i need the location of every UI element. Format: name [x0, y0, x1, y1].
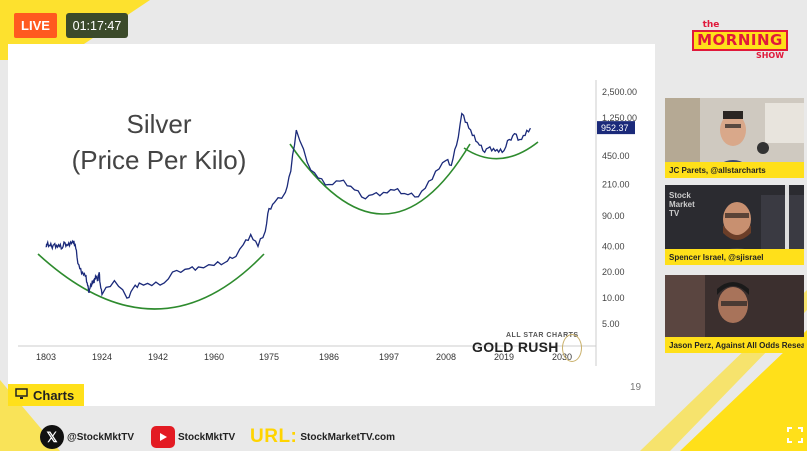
rounding-bottom-arc-2 [289, 143, 471, 215]
x-handle-text: @StockMktTV [67, 431, 134, 443]
x-tick-label: 1942 [148, 352, 168, 362]
chart-title-line1: Silver [126, 109, 192, 139]
x-tick-label: 2030 [552, 352, 572, 362]
silver-price-chart: 2,500.00 1,250.00 450.00 210.00 90.00 40.00 20… [18, 80, 637, 366]
slide-page-number: 19 [630, 382, 642, 393]
gold-rush-watermark: ALL STAR CHARTS GOLD RUSH [472, 332, 582, 374]
last-price-badge [597, 121, 635, 135]
url-label: URL: [250, 426, 298, 447]
participant-feed-3[interactable]: Jason Perz, Against All Odds Research [665, 275, 804, 353]
y-tick-label: 2,500.00 [602, 87, 637, 97]
charts-monitor-icon [15, 387, 28, 403]
participant-name-2: Spencer Israel, @sjisrael [665, 249, 804, 265]
fullscreen-icon[interactable] [787, 427, 803, 443]
watermark-small-text: ALL STAR CHARTS [506, 332, 579, 339]
x-tick-label: 1997 [379, 352, 399, 362]
x-logo-icon: 𝕏 [40, 425, 64, 449]
x-tick-label: 1803 [36, 352, 56, 362]
chart-title-line2: (Price Per Kilo) [71, 145, 247, 175]
footer-x-handle[interactable]: 𝕏 @StockMktTV [40, 424, 134, 450]
x-tick-label: 2019 [494, 352, 514, 362]
participant-feed-2[interactable]: Stock Market TV Spencer Israel, @sjisrae… [665, 185, 804, 265]
charts-tab[interactable]: Charts [8, 384, 84, 406]
y-tick-label: 40.00 [602, 241, 625, 251]
x-tick-label: 1975 [259, 352, 279, 362]
y-tick-label: 1,250.00 [602, 113, 637, 123]
y-tick-label: 20.00 [602, 267, 625, 277]
charts-tab-label: Charts [33, 387, 75, 403]
gold-rush-badge-icon [562, 334, 582, 362]
y-tick-label: 450.00 [602, 151, 630, 161]
y-tick-label: 210.00 [602, 179, 630, 189]
y-tick-label: 5.00 [602, 319, 620, 329]
silver-price-line [45, 112, 531, 299]
participant-2-backdrop-text: Stock Market TV [669, 191, 695, 218]
live-badge: LIVE [14, 13, 57, 38]
logo-morning: MORNING [692, 30, 788, 51]
url-text: StockMarketTV.com [300, 431, 396, 443]
x-tick-label: 1960 [204, 352, 224, 362]
youtube-icon [151, 426, 175, 448]
presentation-slide: 2,500.00 1,250.00 450.00 210.00 90.00 40.00 20… [8, 44, 655, 406]
last-price-label: 952.37 [601, 123, 629, 133]
participant-feed-1[interactable]: JC Parets, @allstarcharts [665, 98, 804, 178]
rounding-bottom-arc-3 [463, 141, 539, 160]
footer-youtube-handle[interactable]: StockMktTV [151, 424, 235, 450]
logo-show: SHOW [755, 51, 785, 60]
participant-name-3: Jason Perz, Against All Odds Research [665, 337, 804, 353]
broadcast-timer: 01:17:47 [66, 13, 128, 38]
rounding-bottom-arc-1 [37, 253, 265, 310]
x-tick-label: 1924 [92, 352, 112, 362]
participant-name-1: JC Parets, @allstarcharts [665, 162, 804, 178]
footer-url[interactable]: URL: StockMarketTV.com [250, 424, 395, 450]
y-tick-label: 10.00 [602, 293, 625, 303]
watermark-big-text: GOLD RUSH [472, 339, 559, 355]
chart-title: Silver (Price Per Kilo) [54, 106, 264, 178]
youtube-handle-text: StockMktTV [178, 431, 236, 443]
x-tick-label: 2008 [436, 352, 456, 362]
y-tick-label: 90.00 [602, 211, 625, 221]
show-logo: the MORNING SHOW [688, 20, 792, 60]
logo-the: the [702, 20, 720, 30]
x-tick-label: 1986 [319, 352, 339, 362]
